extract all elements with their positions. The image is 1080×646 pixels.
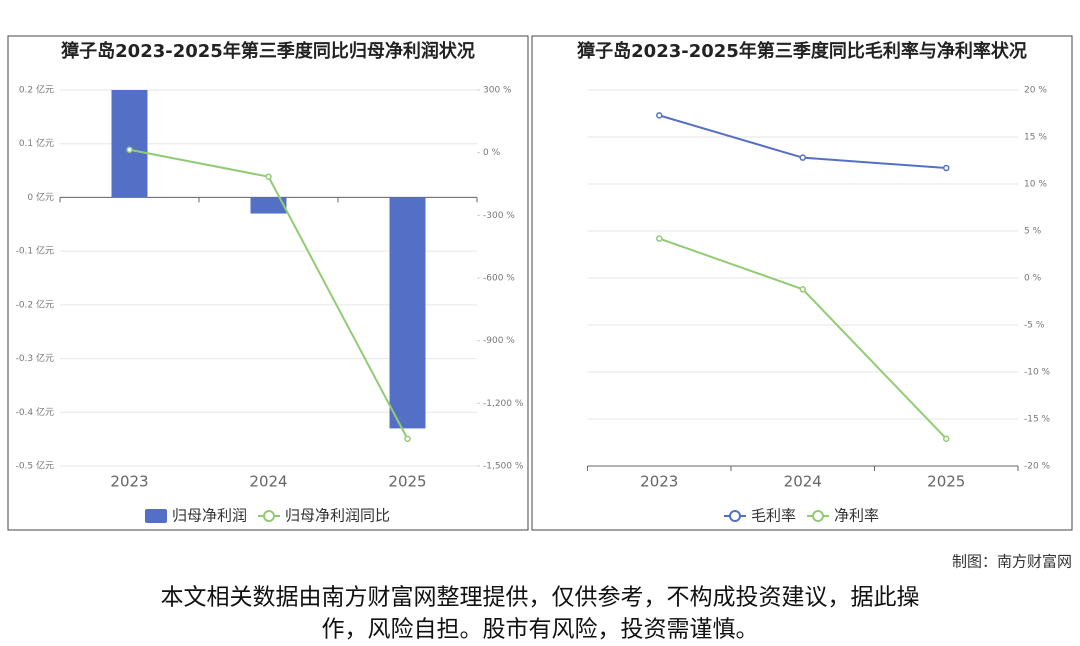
- legend-label: 净利率: [834, 507, 879, 525]
- point: [799, 154, 806, 161]
- point: [656, 112, 663, 119]
- disclaimer: 本文相关数据由南方财富网整理提供，仅供参考，不构成投资建议，据此操: [161, 585, 920, 611]
- legend-swatch: [729, 510, 741, 522]
- legend-swatch: [263, 510, 275, 522]
- y-tick-label: -0.1 亿元: [16, 245, 54, 257]
- legend-swatch: [145, 509, 167, 523]
- y-tick-label: 10 %: [1024, 180, 1047, 190]
- y-tick-label: 15 %: [1024, 133, 1047, 143]
- y-tick-label: 0.2 亿元: [19, 84, 54, 96]
- legend-swatch: [812, 510, 824, 522]
- y-tick-label: -0.4 亿元: [16, 406, 54, 418]
- credit: 制图：南方财富网: [952, 553, 1072, 571]
- point: [126, 146, 133, 153]
- panel: [531, 35, 1073, 531]
- y-tick-label: -15 %: [1024, 415, 1051, 425]
- legend-label: 归母净利润: [172, 507, 247, 525]
- y-tick-label: -20 %: [1024, 462, 1051, 472]
- y-tick-label: 20 %: [1024, 86, 1047, 96]
- point: [799, 286, 806, 293]
- point: [265, 173, 272, 180]
- y2-tick-label: -1,500 %: [483, 462, 524, 472]
- bar: [250, 197, 287, 214]
- bar: [111, 90, 148, 198]
- y2-tick-label: -1,200 %: [483, 399, 524, 409]
- bar: [389, 197, 426, 429]
- x-tick-label: 2024: [784, 473, 822, 491]
- point: [943, 435, 950, 442]
- disclaimer: 作，风险自担。股市有风险，投资需谨慎。: [322, 617, 759, 643]
- y-tick-label: -0.5 亿元: [16, 460, 54, 472]
- chart-title: 獐子岛2023-2025年第三季度同比归母净利润状况: [60, 40, 475, 62]
- y-tick-label: -0.2 亿元: [16, 298, 54, 310]
- line: [129, 148, 409, 440]
- y2-tick-label: -900 %: [483, 336, 515, 346]
- x-tick-label: 2023: [110, 473, 148, 491]
- chart-title: 獐子岛2023-2025年第三季度同比毛利率与净利率状况: [576, 40, 1027, 62]
- y-tick-label: -0.3 亿元: [16, 352, 54, 364]
- y2-tick-label: -600 %: [483, 274, 515, 284]
- y-tick-label: 5 %: [1024, 227, 1042, 237]
- x-tick-label: 2025: [927, 473, 965, 491]
- chart: 獐子岛2023-2025年第三季度同比毛利率与净利率状况 20 % 15 % 10 %…: [531, 35, 1073, 531]
- y-tick-label: 0 亿元: [27, 191, 54, 203]
- y-tick-label: -5 %: [1024, 321, 1045, 331]
- y2-tick-label: -300 %: [483, 211, 515, 221]
- y-tick-label: 0 %: [1024, 274, 1042, 284]
- x-tick-label: 2025: [388, 473, 426, 491]
- point: [404, 435, 411, 443]
- panel: [7, 35, 529, 531]
- line: [658, 237, 947, 440]
- x-tick-label: 2024: [249, 473, 287, 491]
- y2-tick-label: 300 %: [483, 86, 512, 96]
- legend-label: 归母净利润同比: [285, 507, 390, 525]
- chart: 獐子岛2023-2025年第三季度同比归母净利润状况 0.2 亿元 0.1 亿元 0 …: [7, 35, 529, 531]
- point: [943, 164, 950, 172]
- y2-tick-label: 0 %: [483, 148, 501, 158]
- y-tick-label: 0.1 亿元: [19, 137, 54, 149]
- legend-label: 毛利率: [751, 507, 796, 525]
- x-tick-label: 2023: [640, 473, 678, 491]
- point: [656, 235, 663, 242]
- y-tick-label: -10 %: [1024, 368, 1051, 378]
